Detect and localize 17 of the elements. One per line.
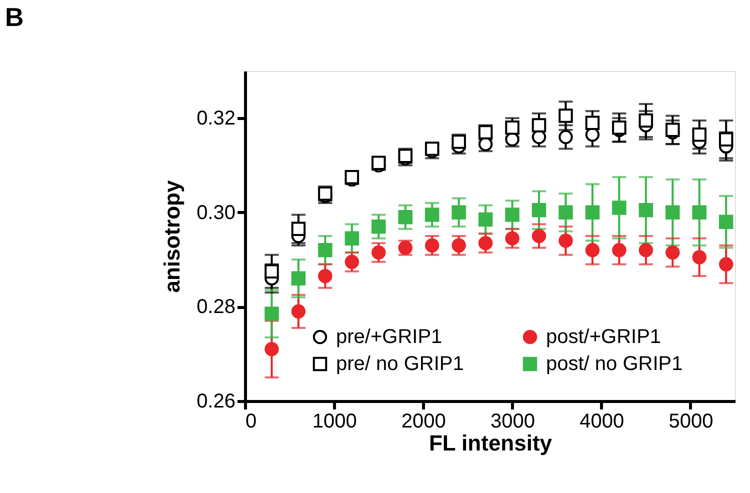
y-axis-title: anisotropy — [160, 180, 185, 293]
x-tick-label: 5000 — [668, 410, 714, 432]
y-tick-label: 0.30 — [196, 202, 236, 224]
legend-label: post/ no GRIP1 — [546, 353, 683, 375]
text: B — [5, 2, 24, 32]
y-tick-label: 0.28 — [196, 296, 236, 318]
x-tick-label: 2000 — [401, 410, 446, 432]
x-tick-label: 1000 — [312, 410, 357, 432]
x-tick-label: 0 — [246, 410, 257, 432]
x-axis-title: FL intensity — [428, 430, 553, 456]
x-tick-label: 3000 — [490, 410, 536, 432]
legend-label: post/+GRIP1 — [546, 326, 662, 348]
y-tick-label: 0.32 — [196, 108, 236, 130]
legend-label: pre/ no GRIP1 — [336, 353, 464, 375]
y-tick-label: 0.26 — [196, 390, 236, 412]
legend-label: pre/+GRIP1 — [336, 326, 442, 348]
x-tick-label: 4000 — [580, 410, 624, 432]
